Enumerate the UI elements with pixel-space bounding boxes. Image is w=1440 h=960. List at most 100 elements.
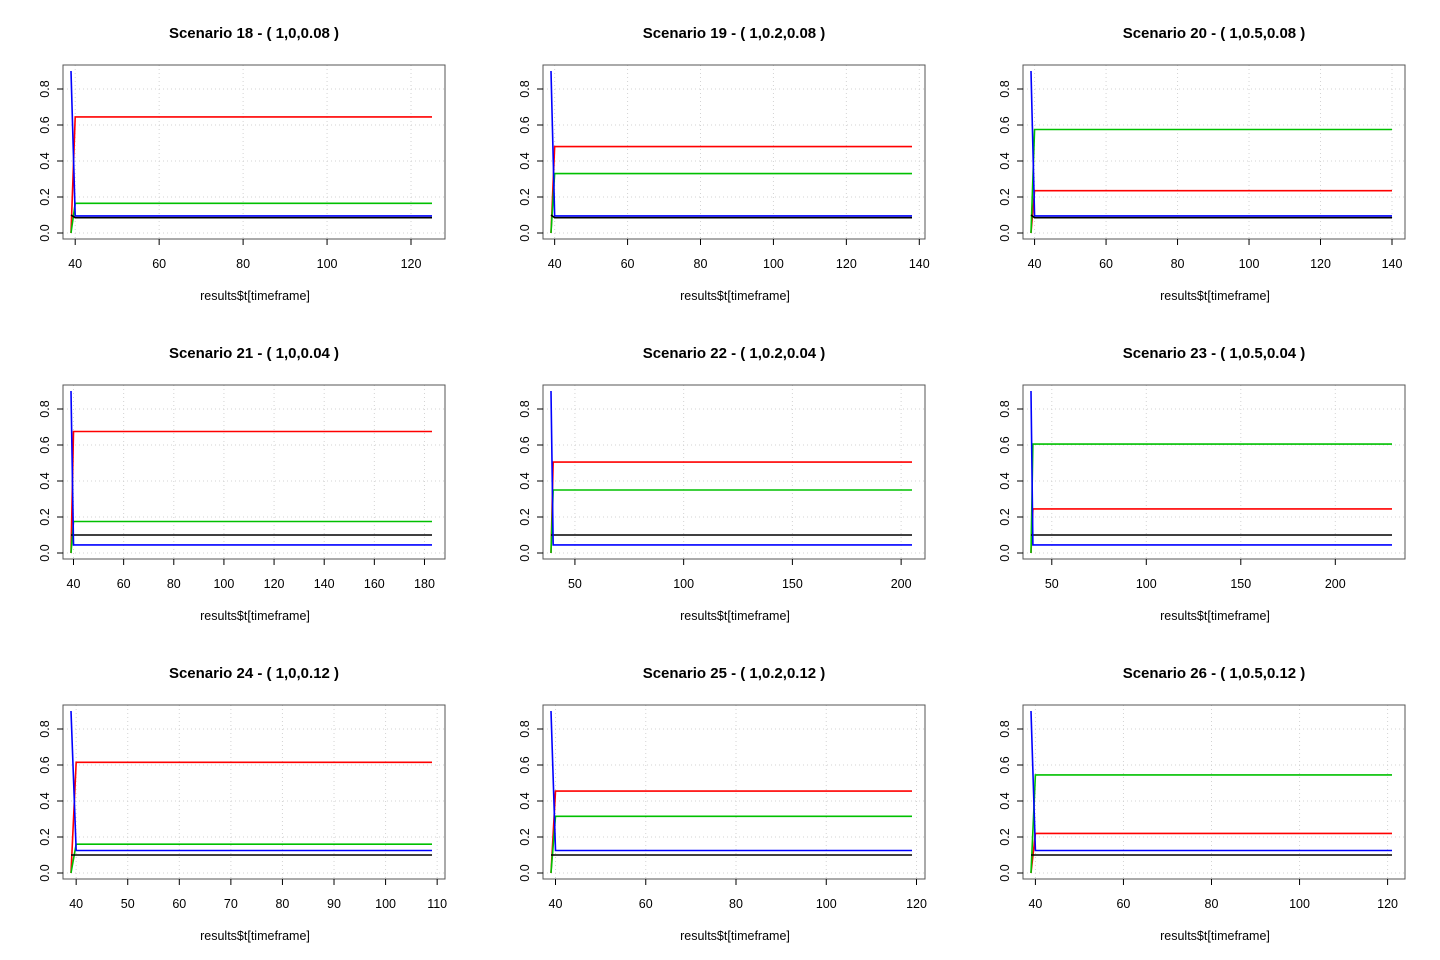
plot-frame [62,704,446,880]
x-tick-label: 90 [327,897,341,911]
x-axis-label: results$t[timeframe] [1160,929,1270,943]
x-tick-label: 40 [549,897,563,911]
x-tick-label: 60 [1116,897,1130,911]
chart-title: Scenario 18 - ( 1,0,0.08 ) [169,25,339,42]
line-chart: Scenario 25 - ( 1,0.2,0.12 ) 40 60 80 100 120… [518,665,927,943]
x-tick-label: 70 [224,897,238,911]
x-tick-label: 60 [1099,257,1113,271]
chart-panel: Scenario 18 - ( 1,0,0.08 ) 40 60 80 100 120 0.… [0,0,480,320]
line-chart: Scenario 21 - ( 1,0,0.04 ) 40 60 80 100 120 14… [38,345,446,623]
x-axis-label: results$t[timeframe] [680,289,790,303]
line-chart: Scenario 22 - ( 1,0.2,0.04 ) 50 100 150 200 0… [518,345,926,623]
chart-title: Scenario 19 - ( 1,0.2,0.08 ) [643,25,826,42]
series-line-blue [550,390,912,546]
x-tick-label: 180 [414,577,435,591]
y-tick-label: 0.6 [518,116,532,133]
x-tick-label: 40 [1028,257,1042,271]
y-tick-label: 0.2 [38,828,52,845]
x-tick-label: 120 [264,577,285,591]
series-line-red [70,761,432,874]
chart-title: Scenario 23 - ( 1,0.5,0.04 ) [1123,345,1306,362]
chart-panel: Scenario 19 - ( 1,0.2,0.08 ) 40 60 80 100 120… [480,0,960,320]
series-line-black [70,214,432,219]
x-axis-label: results$t[timeframe] [680,609,790,623]
chart-panel: Scenario 21 - ( 1,0,0.04 ) 40 60 80 100 120 14… [0,320,480,640]
x-tick-label: 140 [314,577,335,591]
x-tick-label: 60 [639,897,653,911]
grid-lines [63,705,445,879]
x-axis-label: results$t[timeframe] [200,929,310,943]
x-tick-label: 40 [1028,897,1042,911]
y-tick-label: 0.8 [38,400,52,417]
y-tick-label: 0.2 [38,508,52,525]
y-tick-label: 0.0 [998,544,1012,561]
x-tick-label: 100 [375,897,396,911]
chart-panel: Scenario 25 - ( 1,0.2,0.12 ) 40 60 80 100 120… [480,640,960,960]
chart-title: Scenario 25 - ( 1,0.2,0.12 ) [643,665,826,682]
y-tick-label: 0.4 [38,152,52,169]
x-tick-label: 80 [729,897,743,911]
series-line-black [1030,214,1392,219]
plot-frame [542,384,926,560]
chart-panel: Scenario 24 - ( 1,0,0.12 ) 40 50 60 70 80 90 10… [0,640,480,960]
y-tick-label: 0.0 [998,864,1012,881]
y-tick-label: 0.0 [518,224,532,241]
y-tick-label: 0.2 [998,828,1012,845]
x-tick-label: 50 [1045,577,1059,591]
plot-frame [1022,704,1406,880]
chart-title: Scenario 24 - ( 1,0,0.12 ) [169,665,339,682]
y-tick-label: 0.6 [518,436,532,453]
series-line-red [550,461,912,554]
y-tick-label: 0.6 [998,116,1012,133]
series-line-green [1030,774,1392,874]
y-tick-label: 0.4 [518,152,532,169]
x-axis-label: results$t[timeframe] [1160,609,1270,623]
chart-title: Scenario 26 - ( 1,0.5,0.12 ) [1123,665,1306,682]
line-chart: Scenario 26 - ( 1,0.5,0.12 ) 40 60 80 100 120… [998,665,1406,943]
x-tick-label: 100 [1136,577,1157,591]
series-line-green [70,843,432,874]
series-line-black [550,214,912,219]
x-tick-label: 60 [172,897,186,911]
series-line-green [1030,443,1392,554]
y-tick-label: 0.8 [518,720,532,737]
y-tick-label: 0.0 [38,224,52,241]
grid-lines [1023,385,1405,559]
y-tick-label: 0.6 [998,436,1012,453]
series-line-green [70,520,432,554]
x-tick-label: 40 [69,897,83,911]
x-tick-label: 120 [1377,897,1398,911]
y-tick-label: 0.4 [38,472,52,489]
grid-lines [543,385,925,559]
chart-panel: Scenario 20 - ( 1,0.5,0.08 ) 40 60 80 100 120… [960,0,1440,320]
x-tick-label: 60 [152,257,166,271]
x-tick-label: 80 [275,897,289,911]
y-tick-label: 0.8 [998,400,1012,417]
y-tick-label: 0.2 [38,188,52,205]
y-tick-label: 0.4 [518,792,532,809]
x-tick-label: 100 [816,897,837,911]
x-axis-label: results$t[timeframe] [200,609,310,623]
x-tick-label: 110 [427,897,447,911]
x-tick-label: 120 [836,257,857,271]
series-line-blue [1030,710,1392,852]
y-tick-label: 0.4 [998,152,1012,169]
series-line-green [1030,128,1392,234]
x-tick-label: 100 [1239,257,1260,271]
x-tick-label: 120 [401,257,422,271]
line-chart: Scenario 23 - ( 1,0.5,0.04 ) 50 100 150 200 0… [998,345,1406,623]
series-line-blue [70,70,432,217]
line-chart: Scenario 20 - ( 1,0.5,0.08 ) 40 60 80 100 120… [998,25,1406,303]
y-tick-label: 0.0 [38,544,52,561]
series-line-blue [550,710,912,852]
y-tick-label: 0.6 [998,756,1012,773]
plot-frame [542,64,926,240]
y-tick-label: 0.2 [518,508,532,525]
x-tick-label: 100 [673,577,694,591]
y-tick-label: 0.2 [518,828,532,845]
plot-frame [1022,384,1406,560]
series-line-red [550,790,912,874]
x-axis-label: results$t[timeframe] [680,929,790,943]
chart-panel: Scenario 26 - ( 1,0.5,0.12 ) 40 60 80 100 120… [960,640,1440,960]
